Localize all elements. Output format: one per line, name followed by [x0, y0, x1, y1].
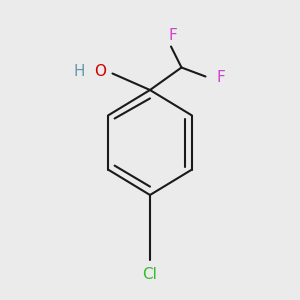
Text: Cl: Cl	[142, 267, 158, 282]
Text: F: F	[168, 28, 177, 44]
Text: O: O	[94, 64, 106, 80]
Text: H: H	[74, 64, 85, 80]
Text: F: F	[216, 70, 225, 86]
